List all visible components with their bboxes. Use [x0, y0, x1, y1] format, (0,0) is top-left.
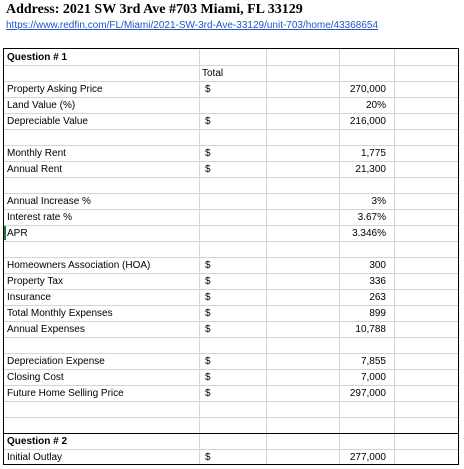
row-label: Monthly Rent [7, 148, 66, 159]
row-value[interactable]: 20% [365, 100, 386, 111]
row-value[interactable]: 1,775 [360, 148, 386, 159]
currency-symbol: $ [205, 356, 211, 367]
row-label: APR [7, 228, 28, 239]
row-value[interactable]: 7,855 [360, 356, 386, 367]
currency-symbol: $ [205, 452, 211, 463]
row-label: Total Monthly Expenses [7, 308, 113, 319]
currency-symbol: $ [205, 324, 211, 335]
row-value[interactable]: 10,788 [355, 324, 386, 335]
row-label: Closing Cost [7, 372, 64, 383]
address-title: Address: 2021 SW 3rd Ave #703 Miami, FL … [6, 2, 303, 17]
total-column-header: Total [202, 68, 224, 79]
currency-symbol: $ [205, 388, 211, 399]
row-value[interactable]: 7,000 [360, 372, 386, 383]
currency-symbol: $ [205, 308, 211, 319]
row-label: Interest rate % [7, 212, 73, 223]
row-value[interactable]: 263 [369, 292, 386, 303]
active-cell-marker [4, 226, 6, 240]
row-value[interactable]: 21,300 [355, 164, 386, 175]
row-label: Homeowners Association (HOA) [7, 260, 151, 271]
row-value[interactable]: 336 [369, 276, 386, 287]
row-value[interactable]: 270,000 [349, 84, 386, 95]
row-value[interactable]: 3% [371, 196, 386, 207]
row-label: Initial Outlay [7, 452, 63, 463]
question-1-heading: Question # 1 [7, 52, 68, 63]
question-2-heading: Question # 2 [7, 436, 68, 447]
currency-symbol: $ [205, 84, 211, 95]
row-value[interactable]: 297,000 [349, 388, 386, 399]
row-label: Annual Increase % [7, 196, 91, 207]
row-value[interactable]: 3.346% [352, 228, 386, 239]
row-label: Annual Expenses [7, 324, 85, 335]
row-value[interactable]: 300 [369, 260, 386, 271]
sheet-header: Address: 2021 SW 3rd Ave #703 Miami, FL … [0, 0, 464, 38]
listing-link[interactable]: https://www.redfin.com/FL/Miami/2021-SW-… [6, 20, 379, 31]
currency-symbol: $ [205, 372, 211, 383]
row-label: Future Home Selling Price [7, 388, 124, 399]
currency-symbol: $ [205, 260, 211, 271]
row-value[interactable]: 216,000 [349, 116, 386, 127]
row-value[interactable]: 3.67% [357, 212, 386, 223]
row-label: Property Tax [7, 276, 63, 287]
currency-symbol: $ [205, 276, 211, 287]
row-label: Property Asking Price [7, 84, 103, 95]
currency-symbol: $ [205, 164, 211, 175]
row-value[interactable]: 277,000 [349, 452, 386, 463]
row-label: Depreciation Expense [7, 356, 105, 367]
currency-symbol: $ [205, 148, 211, 159]
row-label: Annual Rent [7, 164, 63, 175]
currency-symbol: $ [205, 116, 211, 127]
spreadsheet-grid: Question # 1 Total Property Asking Price… [3, 48, 459, 465]
row-label: Insurance [7, 292, 51, 303]
row-label: Land Value (%) [7, 100, 76, 111]
row-value[interactable]: 899 [369, 308, 386, 319]
currency-symbol: $ [205, 292, 211, 303]
row-label: Depreciable Value [7, 116, 88, 127]
